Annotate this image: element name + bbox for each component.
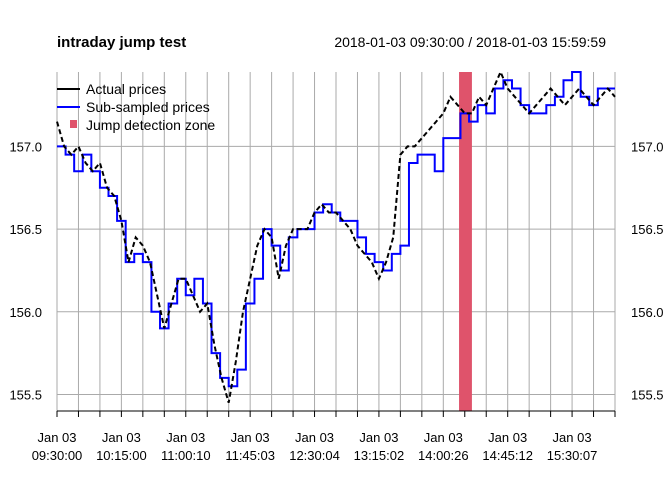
- legend: Actual prices Sub-sampled prices Jump de…: [57, 81, 215, 133]
- y-tick-label-right: 156.5: [631, 222, 664, 237]
- legend-label-actual: Actual prices: [86, 81, 166, 97]
- legend-label-subsampled: Sub-sampled prices: [86, 99, 210, 115]
- x-tick-label-time: 12:30:04: [289, 448, 340, 463]
- x-tick-label-date: Jan 03: [295, 430, 334, 445]
- x-tick-label-date: Jan 03: [488, 430, 527, 445]
- x-tick-label-time: 11:00:10: [161, 448, 211, 463]
- y-tick-label-right: 157.0: [631, 139, 664, 154]
- legend-label-jump-zone: Jump detection zone: [86, 117, 215, 133]
- x-tick-label-time: 13:15:02: [354, 448, 405, 463]
- chart-title: intraday jump test: [57, 34, 186, 51]
- y-tick-label-left: 155.5: [9, 387, 42, 402]
- axes: Jan 03 09:30:00 Jan 03 10:15:00 Jan 03 11:00:…: [9, 139, 663, 463]
- x-tick-label-date: Jan 03: [359, 430, 398, 445]
- x-tick-label-time: 14:45:12: [482, 448, 533, 463]
- series-actual-prices: [56, 69, 616, 404]
- y-tick-label-right: 156.0: [631, 305, 664, 320]
- series-layer: [56, 69, 616, 404]
- series-subsampled-prices: [57, 71, 615, 388]
- x-tick-label-date: Jan 03: [37, 430, 76, 445]
- x-tick-label-time: 15:30:07: [547, 448, 598, 463]
- x-tick-label-time: 10:15:00: [96, 448, 147, 463]
- x-tick-label-time: 14:00:26: [418, 448, 469, 463]
- jump-zone-layer: [459, 72, 472, 411]
- y-tick-label-right: 155.5: [631, 387, 664, 402]
- x-tick-label-date: Jan 03: [166, 430, 205, 445]
- x-tick-label-time: 09:30:00: [32, 448, 83, 463]
- y-tick-label-left: 157.0: [9, 139, 42, 154]
- x-tick-label-date: Jan 03: [424, 430, 463, 445]
- x-tick-label-time: 11:45:03: [225, 448, 275, 463]
- chart-date-range: 2018-01-03 09:30:00 / 2018-01-03 15:59:5…: [334, 34, 606, 50]
- y-tick-label-left: 156.5: [9, 222, 42, 237]
- y-tick-label-left: 156.0: [9, 305, 42, 320]
- grid: [56, 72, 616, 411]
- x-tick-label-date: Jan 03: [231, 430, 270, 445]
- x-tick-label-date: Jan 03: [553, 430, 592, 445]
- jump-detection-zone: [459, 72, 472, 411]
- legend-swatch-jump-zone: [70, 120, 77, 128]
- x-tick-label-date: Jan 03: [102, 430, 141, 445]
